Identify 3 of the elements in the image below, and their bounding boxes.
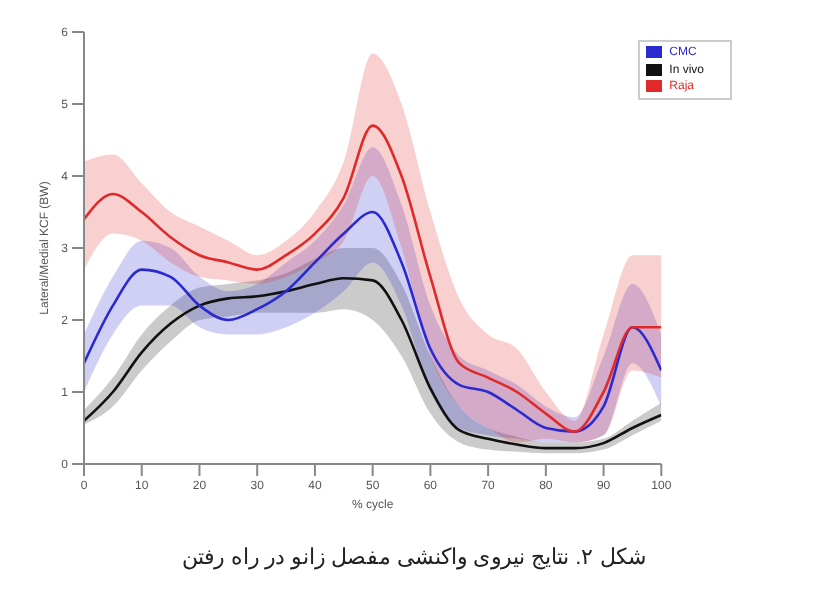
line-series [84,276,662,450]
text: شکل ۲. نتایج نیروی واکنشی مفصل زانو در راه رفتن [180,544,648,570]
line-series [84,210,662,433]
